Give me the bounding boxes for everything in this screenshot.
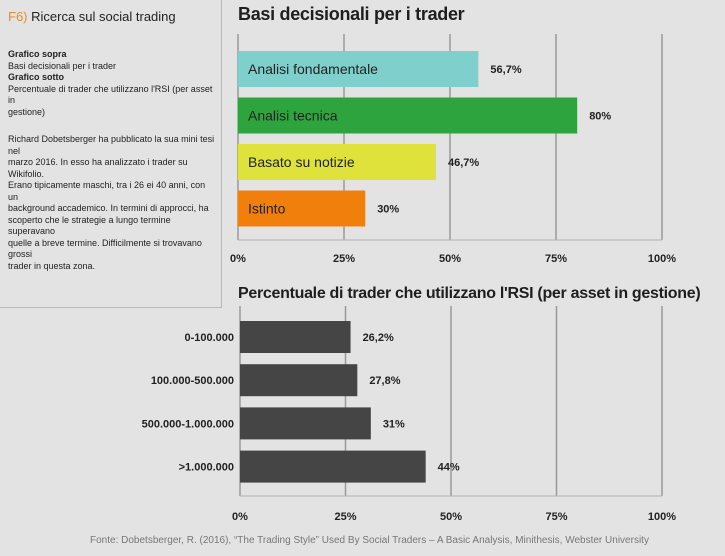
x-tick-label: 100%: [648, 511, 676, 523]
data-label: 80%: [589, 111, 611, 123]
sidebar-panel: F6) Ricerca sul social trading Grafico s…: [0, 0, 222, 308]
body-line: Richard Dobetsberger ha pubblicato la su…: [8, 134, 215, 156]
x-tick-label: 0%: [230, 253, 246, 265]
data-label: 31%: [383, 418, 405, 430]
source-citation: Fonte: Dobetsberger, R. (2016), “The Tra…: [90, 535, 649, 546]
body-text: Richard Dobetsberger ha pubblicato la su…: [8, 134, 216, 272]
x-tick-label: 50%: [439, 253, 461, 265]
body-line: background accademico. In termini di app…: [8, 203, 209, 213]
bar: [238, 144, 437, 180]
category-label: Istinto: [248, 201, 286, 217]
category-label: Analisi tecnica: [248, 108, 338, 124]
data-label: 56,7%: [490, 64, 521, 76]
x-tick-label: 25%: [334, 511, 356, 523]
figure-number: F6): [8, 9, 28, 24]
bar: [240, 364, 358, 397]
chart-2-title: Percentuale di trader che utilizzano l'R…: [238, 285, 701, 302]
body-line: scoperto che le strategie a lungo termin…: [8, 214, 171, 237]
figure-header: F6) Ricerca sul social trading: [8, 9, 176, 24]
bottom-chart-label: Grafico sotto: [8, 72, 65, 82]
category-label: 0-100.000: [184, 332, 234, 344]
top-chart-description: Basi decisionali per i trader: [8, 60, 117, 71]
body-line: Erano tipicamente maschi, tra i 26 ei 40…: [8, 180, 206, 202]
bar: [238, 190, 366, 227]
body-line: marzo 2016. In esso ha analizzato i trad…: [8, 157, 188, 179]
x-tick-label: 50%: [440, 511, 462, 523]
x-tick-label: 75%: [545, 511, 567, 523]
bar: [240, 321, 351, 353]
data-label: 30%: [377, 204, 399, 216]
bar: [240, 450, 426, 483]
x-tick-label: 0%: [232, 511, 248, 523]
category-label: Basato su notizie: [248, 154, 355, 170]
chart-captions: Grafico sopra Basi decisionali per i tra…: [8, 49, 216, 118]
data-label: 44%: [438, 462, 460, 474]
bottom-chart-description-line: gestione): [8, 106, 46, 117]
x-tick-label: 25%: [333, 253, 355, 265]
bottom-chart-description-line: Percentuale di trader che utilizzano l'R…: [8, 83, 213, 106]
category-label: 500.000-1.000.000: [142, 418, 234, 430]
body-line: trader in questa zona.: [8, 260, 96, 271]
figure-title: Ricerca sul social trading: [31, 9, 176, 24]
data-label: 46,7%: [448, 157, 479, 169]
bar: [238, 51, 479, 87]
category-label: 100.000-500.000: [151, 375, 234, 387]
bar: [238, 97, 578, 134]
body-line: quelle a breve termine. Difficilmente si…: [8, 237, 202, 260]
bar: [240, 407, 371, 440]
data-label: 27,8%: [369, 375, 400, 387]
category-label: Analisi fondamentale: [248, 61, 378, 77]
chart-1-title: Basi decisionali per i trader: [238, 4, 465, 24]
data-label: 26,2%: [363, 332, 394, 344]
top-chart-label: Grafico sopra: [8, 49, 67, 59]
x-tick-label: 75%: [545, 253, 567, 265]
x-tick-label: 100%: [648, 253, 676, 265]
category-label: >1.000.000: [179, 462, 234, 474]
